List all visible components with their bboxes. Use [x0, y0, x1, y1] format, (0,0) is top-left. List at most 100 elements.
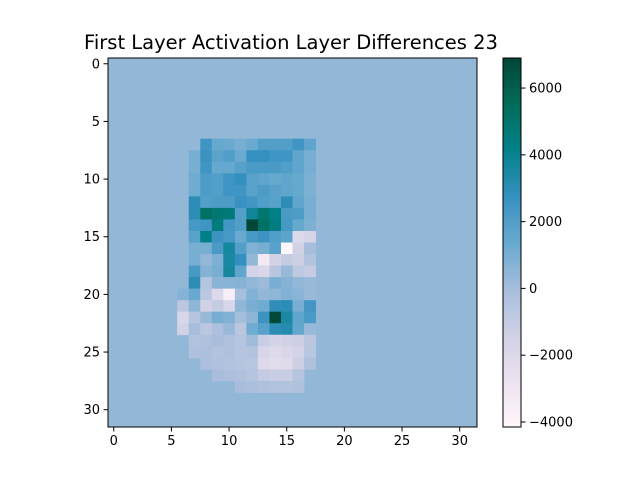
heatmap-cell — [304, 277, 316, 290]
heatmap-cell — [188, 254, 201, 266]
heatmap-cell — [246, 346, 259, 359]
heatmap-cell — [234, 311, 247, 324]
heatmap-cell — [200, 173, 213, 186]
heatmap-cell — [269, 380, 282, 393]
heatmap-cell — [211, 346, 224, 359]
heatmap-cell — [292, 138, 305, 151]
heatmap-cell — [188, 311, 201, 324]
heatmap-cell — [269, 219, 282, 232]
heatmap-cell — [269, 357, 282, 370]
heatmap-cell — [200, 242, 213, 255]
heatmap-cell — [223, 288, 236, 301]
heatmap-cell — [292, 300, 305, 313]
heatmap-cell — [280, 138, 293, 151]
heatmap-cell — [246, 300, 259, 313]
heatmap-cell — [200, 184, 213, 197]
heatmap-cell — [223, 369, 236, 382]
heatmap-cell — [304, 357, 316, 370]
x-tick-label: 0 — [110, 434, 118, 449]
plot-area — [107, 57, 478, 428]
heatmap-cell — [211, 173, 224, 186]
heatmap-cell — [234, 277, 247, 290]
heatmap-cell — [188, 334, 201, 347]
heatmap-cell — [200, 138, 213, 151]
heatmap-cell — [304, 311, 316, 324]
heatmap-cell — [292, 311, 305, 324]
heatmap-cell — [257, 242, 270, 255]
heatmap-cell — [280, 288, 293, 301]
heatmap-cell — [234, 138, 247, 151]
plot-frame — [107, 57, 478, 428]
heatmap-cell — [257, 369, 270, 382]
heatmap-cell — [246, 242, 259, 255]
heatmap-cell — [246, 323, 259, 336]
heatmap-cell — [269, 230, 282, 243]
heatmap-cell — [292, 323, 305, 336]
heatmap-cell — [223, 254, 236, 266]
heatmap-cell — [269, 150, 282, 163]
heatmap-cell — [280, 380, 293, 393]
x-tick-label: 5 — [167, 434, 175, 449]
heatmap-cell — [246, 265, 259, 278]
y-axis: 0 5 10 15 20 25 30 — [83, 57, 108, 418]
heatmap-cell — [280, 346, 293, 359]
heatmap-cell — [211, 161, 224, 174]
heatmap-cell — [292, 265, 305, 278]
heatmap-cell — [177, 311, 190, 324]
y-tick-label: 15 — [83, 230, 100, 245]
heatmap-cell — [188, 207, 201, 220]
heatmap-cell — [246, 219, 259, 232]
heatmap-cell — [304, 346, 316, 359]
heatmap-cell — [269, 196, 282, 209]
heatmap-cell — [257, 265, 270, 278]
heatmap-cell — [234, 173, 247, 186]
heatmap-cell — [304, 242, 316, 255]
heatmap-cell — [234, 219, 247, 232]
heatmap-cell — [188, 184, 201, 197]
heatmap-cell — [269, 288, 282, 301]
heatmap-cell — [292, 242, 305, 255]
y-tick-label: 30 — [83, 403, 100, 418]
colorbar-gradient — [502, 57, 522, 428]
heatmap-cell — [223, 207, 236, 220]
colorbar-ticks: −4000 −2000 0 2000 4000 6000 — [521, 82, 573, 430]
heatmap-cell — [188, 150, 201, 163]
heatmap-cell — [200, 230, 213, 243]
x-tick-label: 20 — [336, 434, 353, 449]
heatmap-cell — [246, 173, 259, 186]
colorbar-tick-label: 6000 — [529, 82, 562, 97]
heatmap-cell — [257, 380, 270, 393]
heatmap-cell — [257, 311, 270, 324]
heatmap-cell — [280, 369, 293, 382]
heatmap-cell — [269, 138, 282, 151]
heatmap-cell — [246, 288, 259, 301]
heatmap-cell — [280, 230, 293, 243]
heatmap-cell — [200, 254, 213, 266]
heatmap-cell — [177, 323, 190, 336]
heatmap-cell — [292, 254, 305, 266]
heatmap-cell — [280, 300, 293, 313]
x-axis: 0 5 10 15 20 25 30 — [110, 427, 468, 449]
heatmap-cell — [257, 184, 270, 197]
heatmap-cell — [280, 265, 293, 278]
heatmap-cell — [246, 277, 259, 290]
heatmap-cell — [280, 242, 293, 255]
heatmap-cell — [234, 161, 247, 174]
heatmap-cell — [304, 150, 316, 163]
heatmap-cell — [257, 357, 270, 370]
heatmap-cell — [188, 242, 201, 255]
heatmap-cell — [223, 323, 236, 336]
heatmap-cell — [292, 346, 305, 359]
heatmap-cell — [188, 173, 201, 186]
heatmap-cell — [188, 219, 201, 232]
colorbar-tick-label: −2000 — [529, 349, 573, 364]
heatmap-cell — [280, 357, 293, 370]
heatmap-cell — [188, 277, 201, 290]
colorbar-tick-label: 0 — [529, 282, 537, 297]
heatmap-cell — [304, 138, 316, 151]
heatmap-cell — [257, 254, 270, 266]
heatmap-cell — [234, 380, 247, 393]
heatmap-cell — [304, 254, 316, 266]
heatmap-cell — [200, 150, 213, 163]
